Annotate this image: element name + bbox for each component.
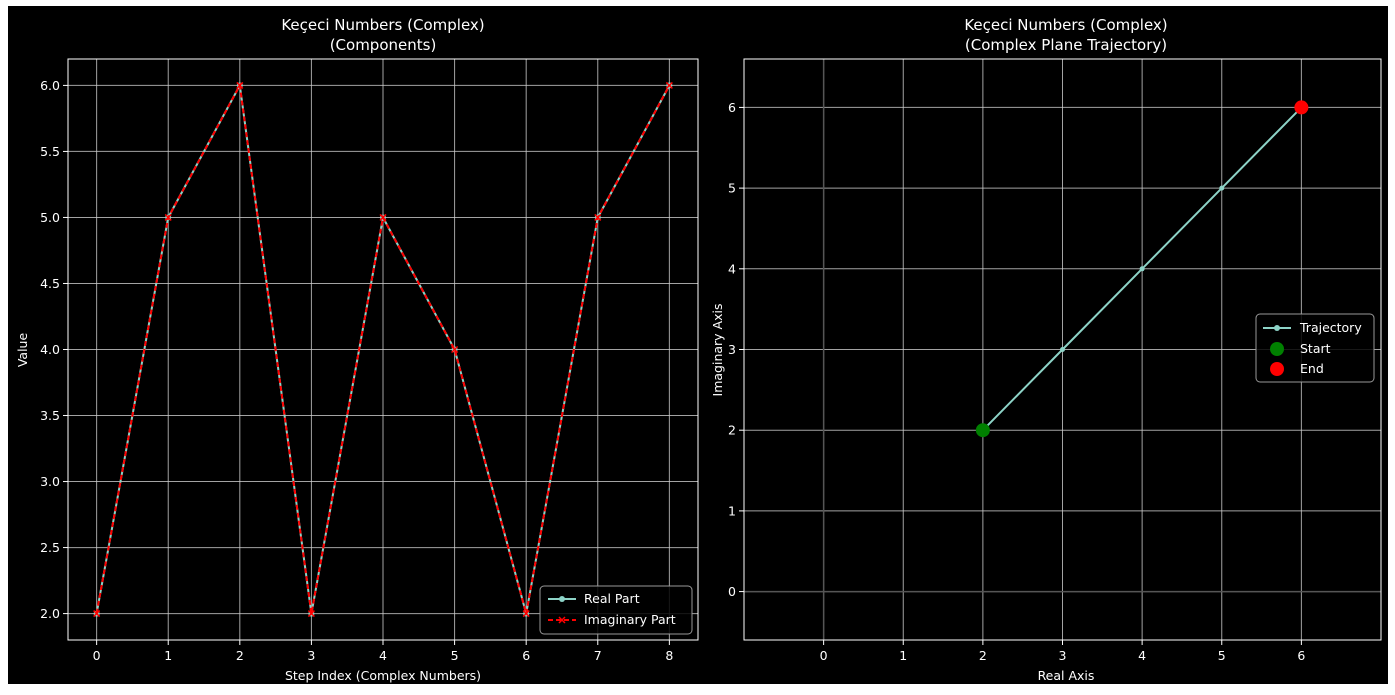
- legend-label-trajectory: Trajectory: [1299, 320, 1362, 335]
- data-point-imaginary-part: [594, 213, 602, 221]
- trajectory-chart: Keçeci Numbers (Complex) (Complex Plane …: [710, 16, 1382, 683]
- components-y-tick-label: 2.5: [40, 540, 60, 555]
- components-y-tick-label: 2.0: [40, 606, 60, 621]
- trajectory-x-axis-label: Real Axis: [1038, 668, 1095, 683]
- components-grid: [68, 59, 698, 640]
- trajectory-y-tick-label: 5: [728, 181, 736, 196]
- trajectory-x-tick-label: 1: [899, 648, 907, 663]
- data-point-trajectory: [1060, 347, 1065, 352]
- trajectory-y-axis-label: Imaginary Axis: [710, 304, 725, 397]
- components-y-tick-label: 3.5: [40, 408, 60, 423]
- trajectory-y-tick-label: 3: [728, 342, 736, 357]
- data-point-imaginary-part: [522, 610, 530, 618]
- components-series: [93, 81, 673, 618]
- components-legend-box: [539, 585, 693, 635]
- data-point-imaginary-part: [451, 345, 459, 354]
- trajectory-x-tick-label: 0: [820, 648, 828, 663]
- components-y-tick-label: 5.0: [40, 210, 60, 225]
- trajectory-chart-title: Keçeci Numbers (Complex): [964, 16, 1167, 34]
- components-y-tick-label: 6.0: [40, 78, 60, 93]
- trajectory-y-tick-label: 0: [728, 584, 736, 599]
- trajectory-y-tick-label: 1: [728, 503, 736, 518]
- legend-marker-trajectory: [1274, 325, 1280, 331]
- trajectory-plot-frame: [743, 58, 1382, 641]
- trajectory-series: [975, 100, 1309, 438]
- components-x-tick-label: 2: [236, 648, 244, 663]
- components-x-tick-label: 4: [379, 648, 387, 663]
- legend-label-end: End: [1300, 361, 1324, 376]
- components-x-tick-label: 8: [665, 648, 673, 663]
- trajectory-x-tick-label: 4: [1138, 648, 1146, 663]
- components-y-tick-label: 5.5: [40, 144, 60, 159]
- legend-label-imaginary-part: Imaginary Part: [584, 612, 676, 627]
- data-point-imaginary-part: [236, 81, 244, 89]
- legend-marker-imaginary-part: [558, 616, 566, 624]
- components-y-tick-label: 4.5: [40, 276, 60, 291]
- legend-marker-start: [1270, 342, 1284, 356]
- components-x-tick-label: 7: [594, 648, 602, 663]
- components-chart-title: Keçeci Numbers (Complex): [281, 16, 484, 34]
- trajectory-legend-box: [1255, 313, 1375, 383]
- legend-label-real-part: Real Part: [584, 591, 640, 606]
- data-point-imaginary-part: [379, 213, 387, 221]
- components-x-axis-label: Step Index (Complex Numbers): [285, 668, 481, 683]
- legend-marker-end: [1270, 362, 1284, 376]
- trajectory-y-tick-label: 2: [728, 423, 736, 438]
- trajectory-x-tick-label: 3: [1059, 648, 1067, 663]
- data-point-imaginary-part: [665, 81, 673, 89]
- legend-marker-real-part: [559, 596, 565, 602]
- trajectory-x-tick-label: 2: [979, 648, 987, 663]
- components-y-axis-label: Value: [15, 333, 30, 368]
- components-y-tick-label: 3.0: [40, 474, 60, 489]
- components-x-tick-label: 3: [307, 648, 315, 663]
- trajectory-ticks: 0 1 2 3 4 5 6 0 1 2 3 4 5 6: [728, 100, 1305, 663]
- marker-end: [1294, 100, 1309, 115]
- trajectory-x-tick-label: 6: [1297, 648, 1305, 663]
- components-chart: Keçeci Numbers (Complex) (Components) St…: [15, 16, 699, 683]
- data-point-imaginary-part: [164, 213, 172, 221]
- components-x-tick-label: 6: [522, 648, 530, 663]
- marker-start: [975, 423, 990, 438]
- trajectory-grid: [744, 59, 1381, 640]
- trajectory-y-tick-label: 4: [728, 261, 736, 276]
- trajectory-chart-subtitle: (Complex Plane Trajectory): [965, 36, 1167, 54]
- components-legend: Real Part Imaginary Part: [539, 585, 693, 635]
- components-x-tick-label: 1: [164, 648, 172, 663]
- components-x-tick-label: 0: [93, 648, 101, 663]
- components-x-tick-label: 5: [451, 648, 459, 663]
- components-y-tick-label: 4.0: [40, 342, 60, 357]
- components-plot-frame: [67, 58, 699, 641]
- data-point-trajectory: [1219, 185, 1225, 191]
- legend-label-start: Start: [1300, 341, 1331, 356]
- trajectory-legend: Trajectory Start End: [1255, 313, 1375, 383]
- trajectory-y-tick-label: 6: [728, 100, 736, 115]
- data-point-trajectory: [1139, 266, 1145, 272]
- data-point-imaginary-part: [307, 610, 315, 618]
- components-chart-subtitle: (Components): [330, 36, 437, 54]
- data-point-imaginary-part: [93, 610, 101, 618]
- trajectory-x-tick-label: 5: [1218, 648, 1226, 663]
- components-ticks: 0 1 2 3 4 5 6 7 8 2.0 2.5 3.0 3.5 4.0 4.5 5.0 5.5 6.0: [40, 78, 673, 663]
